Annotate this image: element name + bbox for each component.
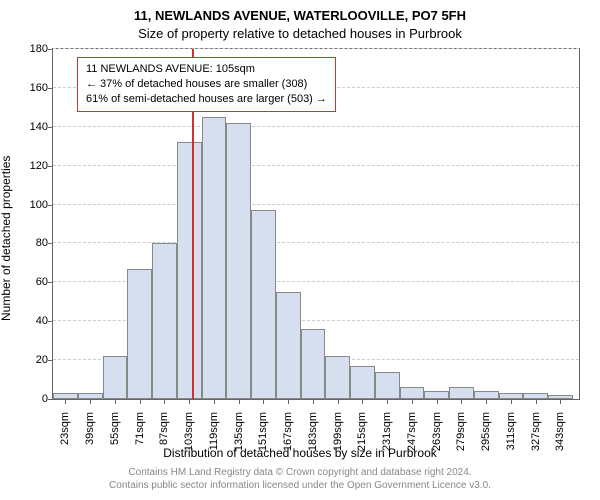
annotation-box: 11 NEWLANDS AVENUE: 105sqm← 37% of detac… bbox=[77, 57, 336, 112]
gridline bbox=[53, 242, 579, 243]
x-tick-mark bbox=[412, 400, 413, 404]
x-tick-mark bbox=[164, 400, 165, 404]
attribution-line1: Contains HM Land Registry data © Crown c… bbox=[0, 466, 600, 479]
x-tick-mark bbox=[214, 400, 215, 404]
x-tick-mark bbox=[338, 400, 339, 404]
y-tick-label: 160 bbox=[8, 82, 48, 94]
y-tick-label: 60 bbox=[8, 276, 48, 288]
x-tick-mark bbox=[536, 400, 537, 404]
histogram-bar bbox=[499, 393, 524, 399]
y-tick-label: 20 bbox=[8, 354, 48, 366]
histogram-bar bbox=[152, 243, 177, 399]
histogram-bar bbox=[276, 292, 301, 399]
histogram-bar bbox=[424, 391, 449, 399]
y-tick-label: 100 bbox=[8, 199, 48, 211]
x-tick-mark bbox=[313, 400, 314, 404]
y-tick-mark bbox=[48, 399, 52, 400]
y-tick-label: 140 bbox=[8, 121, 48, 133]
y-tick-mark bbox=[48, 205, 52, 206]
x-tick-mark bbox=[486, 400, 487, 404]
gridline bbox=[53, 126, 579, 127]
histogram-bar bbox=[548, 395, 573, 399]
y-tick-mark bbox=[48, 127, 52, 128]
x-tick-mark bbox=[140, 400, 141, 404]
histogram-bar bbox=[523, 393, 548, 399]
x-tick-mark bbox=[461, 400, 462, 404]
y-tick-mark bbox=[48, 360, 52, 361]
y-tick-mark bbox=[48, 282, 52, 283]
annotation-line2: ← 37% of detached houses are smaller (30… bbox=[86, 77, 327, 92]
y-tick-mark bbox=[48, 88, 52, 89]
histogram-bar bbox=[474, 391, 499, 399]
histogram-bar bbox=[449, 387, 474, 399]
histogram-bar bbox=[301, 329, 326, 399]
plot-area: 11 NEWLANDS AVENUE: 105sqm← 37% of detac… bbox=[52, 48, 580, 400]
histogram-bar bbox=[400, 387, 425, 399]
gridline bbox=[53, 165, 579, 166]
histogram-bar bbox=[202, 117, 227, 399]
histogram-bar bbox=[127, 269, 152, 399]
gridline bbox=[53, 204, 579, 205]
annotation-line1: 11 NEWLANDS AVENUE: 105sqm bbox=[86, 62, 327, 77]
histogram-bar bbox=[78, 393, 103, 399]
x-tick-mark bbox=[189, 400, 190, 404]
x-tick-mark bbox=[288, 400, 289, 404]
attribution-line2: Contains public sector information licen… bbox=[0, 479, 600, 492]
attribution-text: Contains HM Land Registry data © Crown c… bbox=[0, 466, 600, 492]
chart-title-line1: 11, NEWLANDS AVENUE, WATERLOOVILLE, PO7 … bbox=[0, 8, 600, 23]
y-tick-mark bbox=[48, 49, 52, 50]
x-tick-mark bbox=[263, 400, 264, 404]
histogram-bar bbox=[325, 356, 350, 399]
x-tick-mark bbox=[560, 400, 561, 404]
y-tick-label: 40 bbox=[8, 315, 48, 327]
y-tick-mark bbox=[48, 243, 52, 244]
x-tick-mark bbox=[115, 400, 116, 404]
chart-title-line2: Size of property relative to detached ho… bbox=[0, 26, 600, 41]
x-axis-title: Distribution of detached houses by size … bbox=[0, 446, 600, 460]
x-tick-mark bbox=[387, 400, 388, 404]
x-tick-mark bbox=[511, 400, 512, 404]
y-tick-label: 0 bbox=[8, 393, 48, 405]
x-tick-mark bbox=[362, 400, 363, 404]
y-tick-label: 120 bbox=[8, 160, 48, 172]
chart-container: 11, NEWLANDS AVENUE, WATERLOOVILLE, PO7 … bbox=[0, 0, 600, 500]
histogram-bar bbox=[103, 356, 128, 399]
x-tick-mark bbox=[65, 400, 66, 404]
y-tick-mark bbox=[48, 321, 52, 322]
annotation-line3: 61% of semi-detached houses are larger (… bbox=[86, 92, 327, 107]
x-tick-mark bbox=[239, 400, 240, 404]
gridline bbox=[53, 48, 579, 49]
histogram-bar bbox=[226, 123, 251, 399]
histogram-bar bbox=[350, 366, 375, 399]
histogram-bar bbox=[177, 142, 202, 399]
x-tick-mark bbox=[437, 400, 438, 404]
histogram-bar bbox=[53, 393, 78, 399]
histogram-bar bbox=[375, 372, 400, 399]
y-tick-label: 180 bbox=[8, 43, 48, 55]
histogram-bar bbox=[251, 210, 276, 399]
x-tick-mark bbox=[90, 400, 91, 404]
y-tick-mark bbox=[48, 166, 52, 167]
y-tick-label: 80 bbox=[8, 237, 48, 249]
